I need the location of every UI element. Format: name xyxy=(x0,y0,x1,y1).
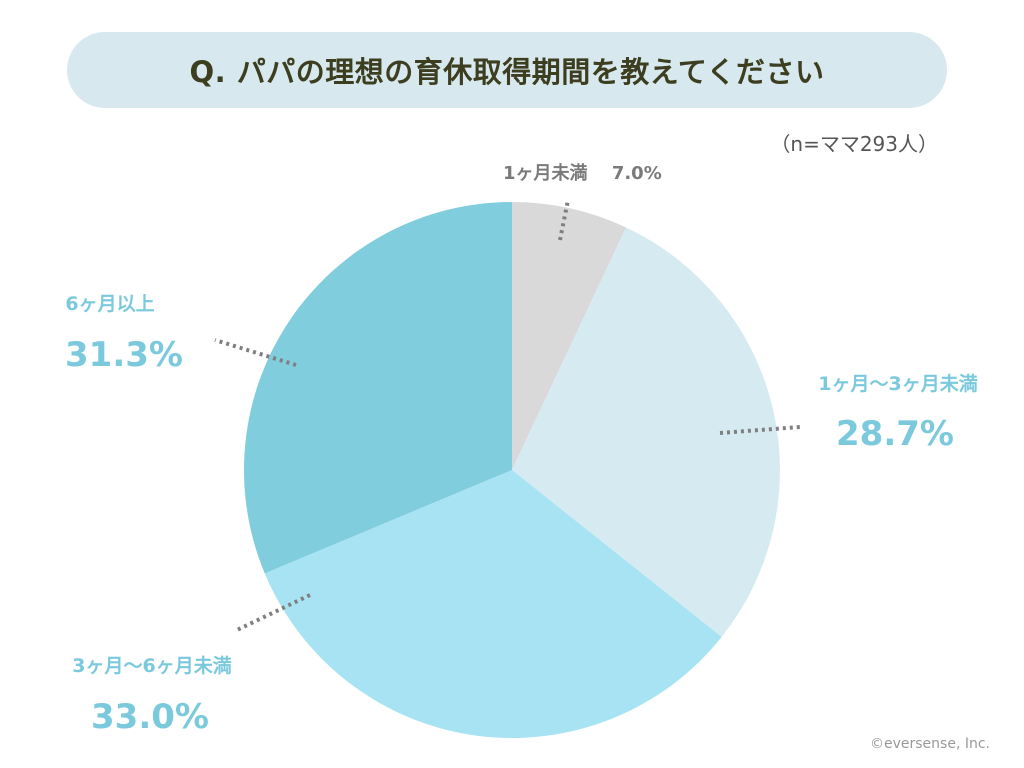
slice-category-3-6-months: 3ヶ月〜6ヶ月未満 xyxy=(72,654,231,677)
slice-category-6-months-plus: 6ヶ月以上 xyxy=(65,293,154,315)
slice-label-under-1-month: 1ヶ月未満 7.0% xyxy=(503,162,662,184)
chart-title: Q. パパの理想の育休取得期間を教えてください xyxy=(189,55,825,89)
pie-slice-6-months-plus xyxy=(243,201,512,574)
leader-lines xyxy=(214,199,801,632)
slice-category-1-3-months: 1ヶ月〜3ヶ月未満 xyxy=(818,372,977,395)
sample-size-note: （n=ママ293人） xyxy=(770,132,938,156)
pie-slices xyxy=(243,201,780,738)
slice-value-3-6-months: 33.0% xyxy=(91,697,209,737)
slice-value-1-3-months: 28.7% xyxy=(836,414,954,454)
slice-value-6-months-plus: 31.3% xyxy=(65,335,183,375)
pie-slice-under-1-month xyxy=(512,202,627,470)
pie-slice-3-6-months xyxy=(264,470,722,738)
title-banner: Q. パパの理想の育休取得期間を教えてください xyxy=(67,32,947,108)
pie-slice-1-3-months xyxy=(512,227,780,637)
slice-value-under-1-month: 7.0% xyxy=(612,163,662,184)
slice-category-under-1-month: 1ヶ月未満 xyxy=(503,162,588,184)
copyright-text: ©eversense, Inc. xyxy=(869,736,990,752)
leader-line-6-months-plus xyxy=(214,338,297,367)
